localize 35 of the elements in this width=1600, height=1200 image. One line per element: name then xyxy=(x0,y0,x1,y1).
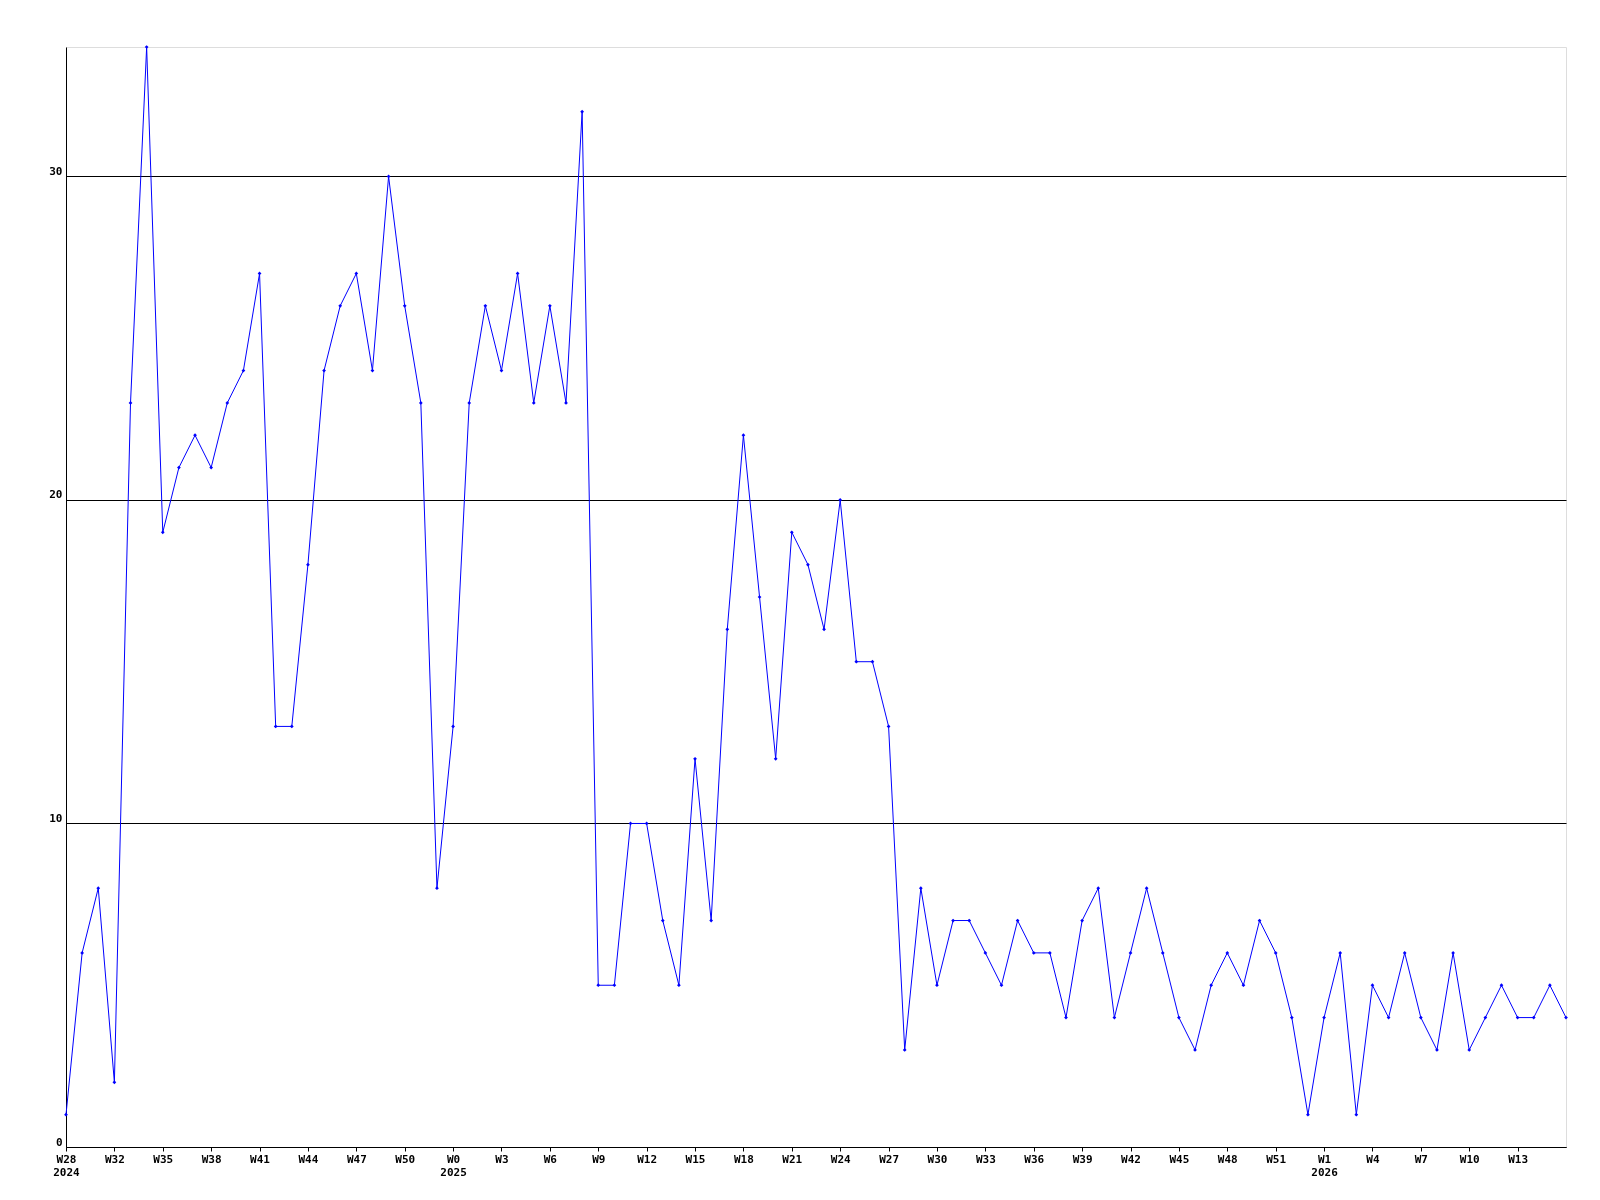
x-tick-label: W9 xyxy=(592,1152,606,1166)
x-tick-label: W33 xyxy=(975,1152,996,1166)
x-tick-label: W6 xyxy=(543,1152,558,1166)
x-tick-label: W36 xyxy=(1024,1152,1045,1166)
x-tick-label: W18 xyxy=(733,1152,754,1166)
x-tick-label: W12 xyxy=(637,1152,658,1166)
x-tick-label: W3 xyxy=(495,1152,509,1166)
x-tick-label: W30 xyxy=(927,1152,948,1166)
y-tick-label: 10 xyxy=(49,811,63,825)
y-tick-label: 30 xyxy=(49,164,63,178)
x-tick-label: W15 xyxy=(685,1152,706,1166)
x-tick-label: W50 xyxy=(395,1152,416,1166)
x-tick-label: W10 xyxy=(1459,1152,1480,1166)
x-tick-label: W39 xyxy=(1072,1152,1093,1166)
x-tick-label: W28 2024 xyxy=(53,1152,81,1179)
x-tick-label: W48 xyxy=(1217,1152,1238,1166)
x-tick-label: W42 xyxy=(1121,1152,1141,1166)
x-tick-label: W35 xyxy=(153,1152,174,1166)
x-tick-label: W4 xyxy=(1366,1152,1380,1166)
y-tick-label: 20 xyxy=(49,488,63,502)
x-tick-label: W47 xyxy=(346,1152,367,1166)
x-tick-label: W32 xyxy=(104,1152,125,1166)
x-tick-label: W24 xyxy=(830,1152,851,1166)
x-tick-label: W0 2025 xyxy=(440,1152,467,1179)
x-tick-label: W51 xyxy=(1266,1152,1287,1166)
x-tick-label: W27 xyxy=(879,1152,900,1166)
x-tick-label: W45 xyxy=(1169,1152,1190,1166)
y-tick-label: 0 xyxy=(55,1135,63,1149)
x-tick-label: W13 xyxy=(1508,1152,1529,1166)
x-tick-label: W38 xyxy=(201,1152,222,1166)
x-tick-label: W44 xyxy=(298,1152,319,1166)
x-tick-label: W21 xyxy=(782,1152,803,1166)
x-tick-label: W41 xyxy=(250,1152,271,1166)
x-tick-label: W7 xyxy=(1414,1152,1428,1166)
x-tick-label: W1 2026 xyxy=(1311,1152,1339,1179)
